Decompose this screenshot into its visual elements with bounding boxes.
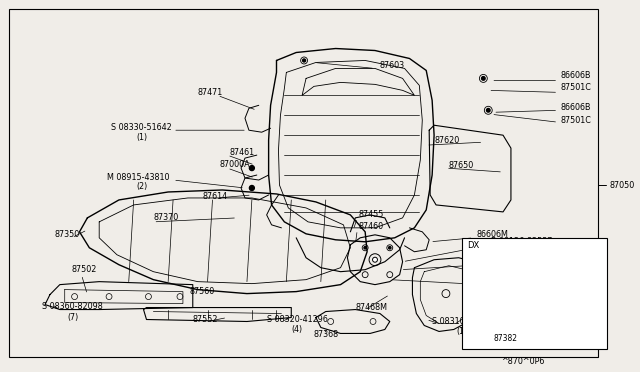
Text: S 08310-61224: S 08310-61224 — [432, 317, 493, 326]
Text: 87382: 87382 — [498, 310, 524, 319]
Text: 86606M: 86606M — [476, 230, 508, 239]
Text: 87460: 87460 — [358, 222, 383, 231]
Text: 87650: 87650 — [449, 161, 474, 170]
Text: S 08360-82098: S 08360-82098 — [42, 302, 103, 311]
Text: S 08320-41296: S 08320-41296 — [267, 315, 328, 324]
Circle shape — [388, 247, 391, 249]
Text: 87368: 87368 — [314, 330, 339, 339]
Text: 86606B: 86606B — [560, 103, 591, 112]
Text: 87452: 87452 — [483, 258, 509, 267]
Text: (1): (1) — [136, 133, 148, 142]
Text: (2): (2) — [136, 183, 148, 192]
Circle shape — [364, 247, 366, 249]
Text: 87552: 87552 — [193, 315, 218, 324]
Text: (4): (4) — [498, 290, 509, 299]
Text: 87468M: 87468M — [355, 303, 387, 312]
Text: 87000A: 87000A — [220, 160, 250, 169]
Text: 87620: 87620 — [434, 136, 460, 145]
Text: ^870^0P6: ^870^0P6 — [501, 357, 545, 366]
Bar — [461, 238, 607, 349]
Text: (4): (4) — [513, 249, 524, 258]
Text: 87382: 87382 — [493, 334, 517, 343]
Text: 87050: 87050 — [609, 180, 635, 189]
Circle shape — [303, 59, 305, 62]
Circle shape — [250, 166, 254, 170]
Text: 87455: 87455 — [358, 211, 383, 219]
Text: 87603: 87603 — [380, 61, 405, 70]
Text: (1): (1) — [457, 327, 468, 336]
Text: 87560: 87560 — [190, 287, 215, 296]
Text: B 08126-82537: B 08126-82537 — [492, 237, 552, 246]
Text: 87614: 87614 — [203, 192, 228, 202]
Text: 87501C: 87501C — [560, 83, 591, 92]
Text: DX: DX — [468, 241, 480, 250]
Text: M 08915-43810: M 08915-43810 — [107, 173, 170, 182]
Text: 87471: 87471 — [198, 88, 223, 97]
Text: 87501C: 87501C — [560, 116, 591, 125]
Circle shape — [481, 77, 485, 80]
Text: 87502: 87502 — [72, 265, 97, 274]
Circle shape — [372, 257, 378, 262]
Text: 87461: 87461 — [229, 148, 254, 157]
Text: 87350: 87350 — [55, 230, 80, 239]
Text: (7): (7) — [68, 313, 79, 322]
Circle shape — [250, 186, 254, 190]
Text: 87370: 87370 — [154, 214, 179, 222]
Text: S 08330-51642: S 08330-51642 — [111, 123, 172, 132]
Text: B 08126-82537: B 08126-82537 — [474, 278, 535, 287]
Text: (4): (4) — [291, 325, 302, 334]
Circle shape — [486, 109, 490, 112]
Text: 86606B: 86606B — [560, 71, 591, 80]
